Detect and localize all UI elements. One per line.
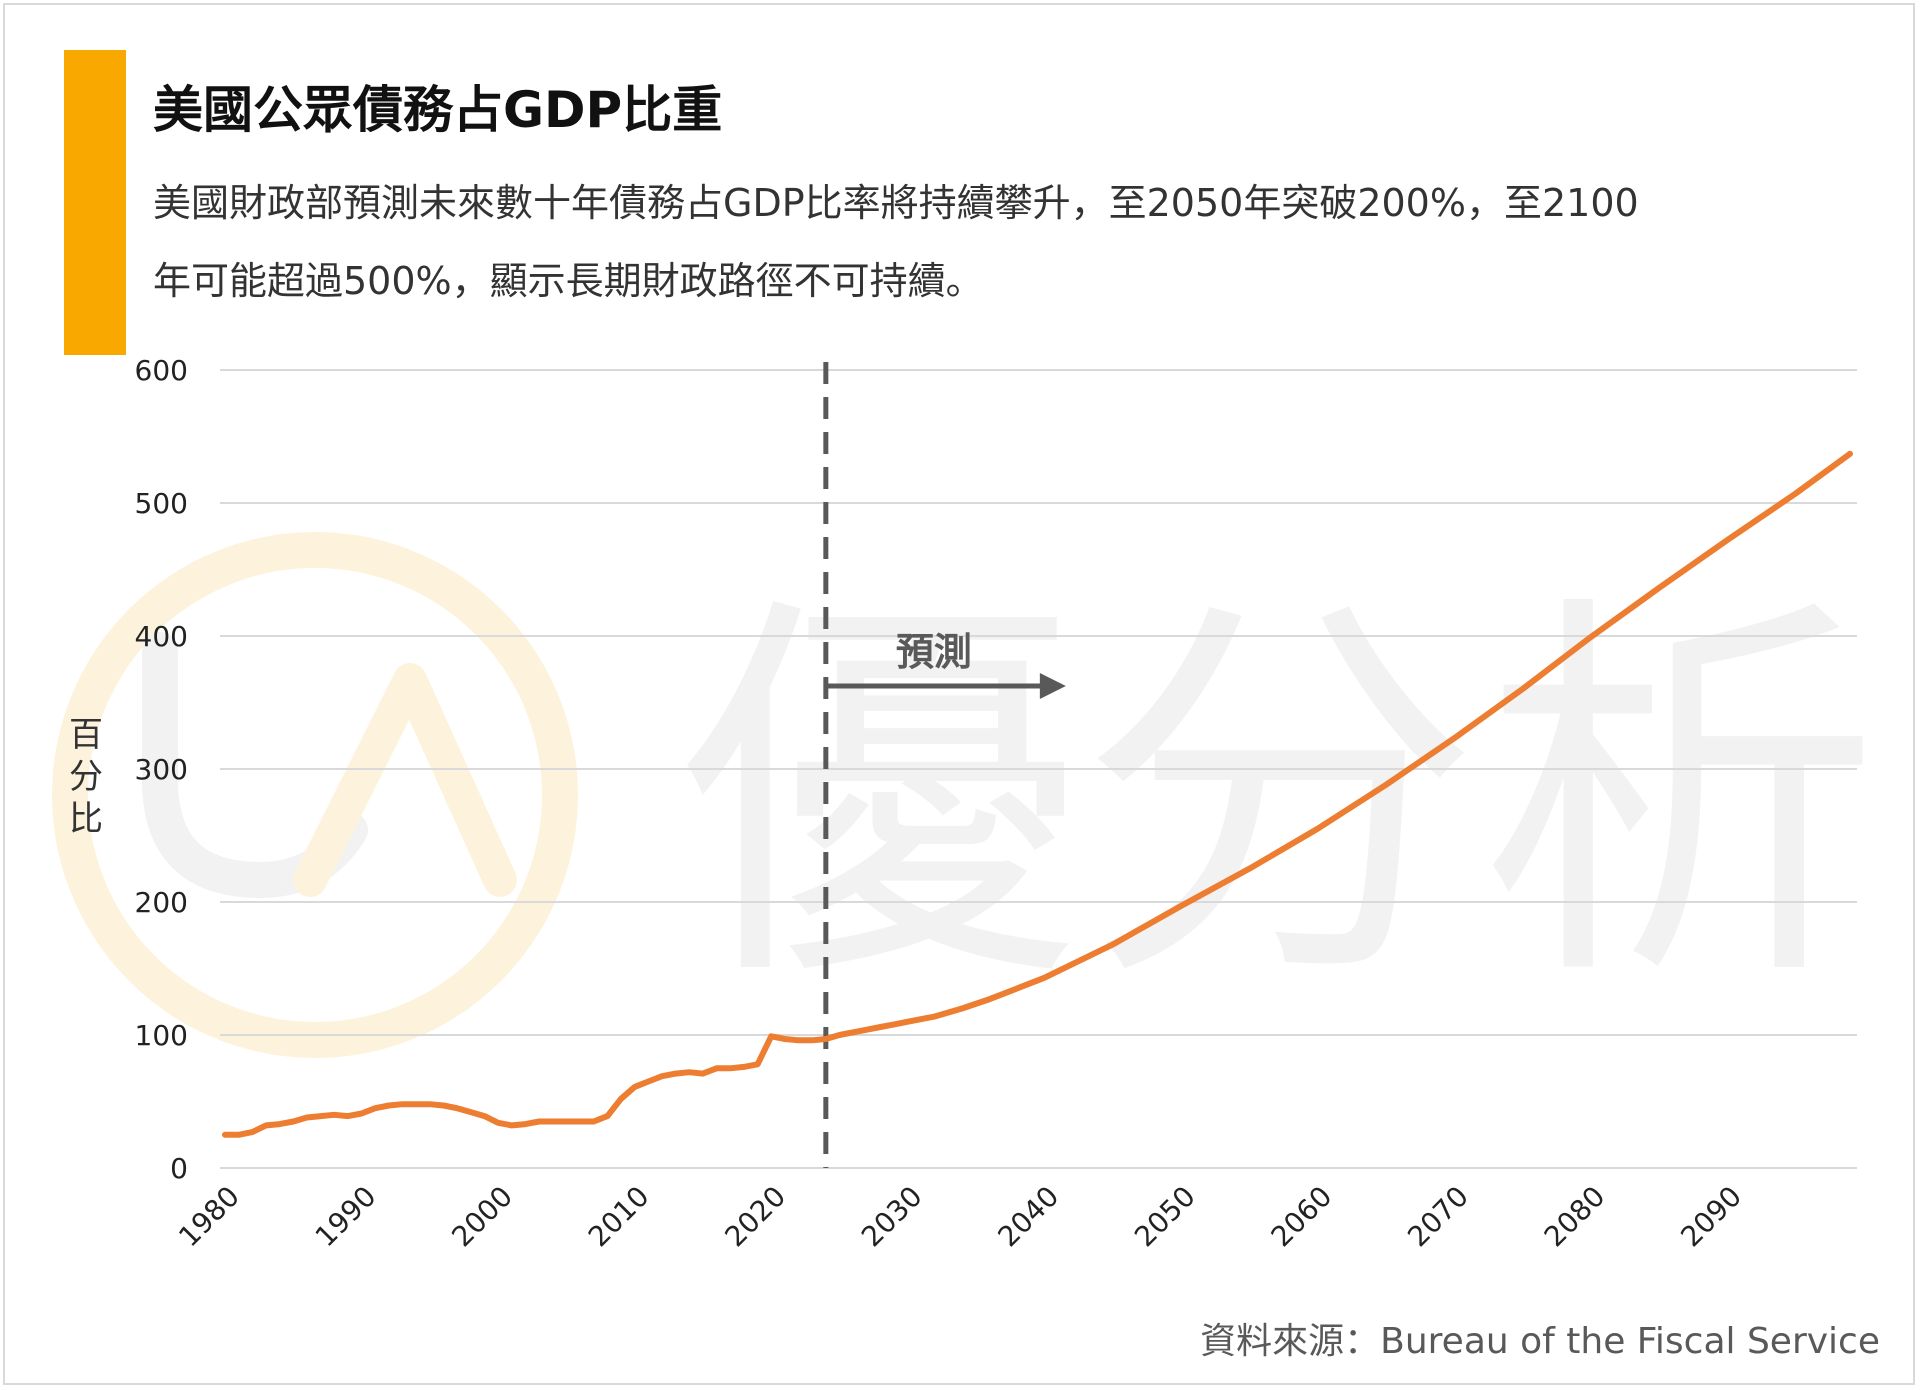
x-tick-label-2050: 2050 (1128, 1180, 1202, 1254)
x-tick-label-2080: 2080 (1538, 1180, 1612, 1254)
grid-lines (220, 369, 1857, 1169)
y-tick-label-400: 400 (135, 620, 188, 653)
y-tick-label-300: 300 (135, 753, 188, 786)
y-axis-label-char: 百 (69, 715, 103, 755)
source-note: 資料來源：Bureau of the Fiscal Service (1200, 1321, 1880, 1362)
x-tick-label-2090: 2090 (1674, 1180, 1748, 1254)
x-axis-ticks: 1980 1990 2000 2010 2020 2030 2040 2050 2060 2070… (172, 1180, 1748, 1254)
chart-title: 美國公眾債務占GDP比重 (153, 81, 723, 139)
y-tick-label-0: 0 (170, 1152, 188, 1185)
watermark-text: 優分析 (680, 565, 1880, 1030)
y-tick-label-200: 200 (135, 886, 188, 919)
y-tick-label-100: 100 (135, 1019, 188, 1052)
chart-subtitle: 美國財政部預測未來數十年債務占GDP比率將持續攀升，至2050年突破200%，至… (153, 164, 1853, 320)
chart-frame (3, 3, 1915, 1385)
y-tick-label-600: 600 (135, 354, 188, 387)
x-tick-label-2000: 2000 (445, 1180, 519, 1254)
y-axis-label: 百分比 (69, 715, 103, 839)
series-line-debt-ratio (222, 450, 1853, 1138)
y-axis-label-char: 比 (69, 799, 103, 839)
x-tick-label-2020: 2020 (718, 1180, 792, 1254)
x-tick-label-2060: 2060 (1265, 1180, 1339, 1254)
x-tick-label-2070: 2070 (1401, 1180, 1475, 1254)
forecast-arrow-head (1039, 673, 1066, 699)
x-tick-label-2030: 2030 (855, 1180, 929, 1254)
forecast-arrow (825, 673, 1066, 699)
watermark-logo-a (293, 663, 517, 897)
x-tick-label-2040: 2040 (992, 1180, 1066, 1254)
subtitle-line-1: 美國財政部預測未來數十年債務占GDP比率將持續攀升，至2050年突破200%，至… (153, 181, 1639, 225)
x-tick-label-1990: 1990 (309, 1180, 383, 1254)
subtitle-line-2: 年可能超過500%，顯示長期財政路徑不可持續。 (153, 259, 984, 303)
y-tick-label-500: 500 (135, 487, 188, 520)
watermark-logo-ring (52, 532, 578, 1058)
forecast-label: 預測 (896, 630, 972, 674)
x-tick-label-2010: 2010 (582, 1180, 656, 1254)
watermark: 優分析 (52, 532, 1880, 1058)
accent-bar (64, 50, 126, 355)
y-axis-label-char: 分 (69, 757, 103, 797)
x-tick-label-1980: 1980 (172, 1180, 246, 1254)
y-axis-ticks: 0 100 200 300 400 500 600 (135, 354, 188, 1185)
